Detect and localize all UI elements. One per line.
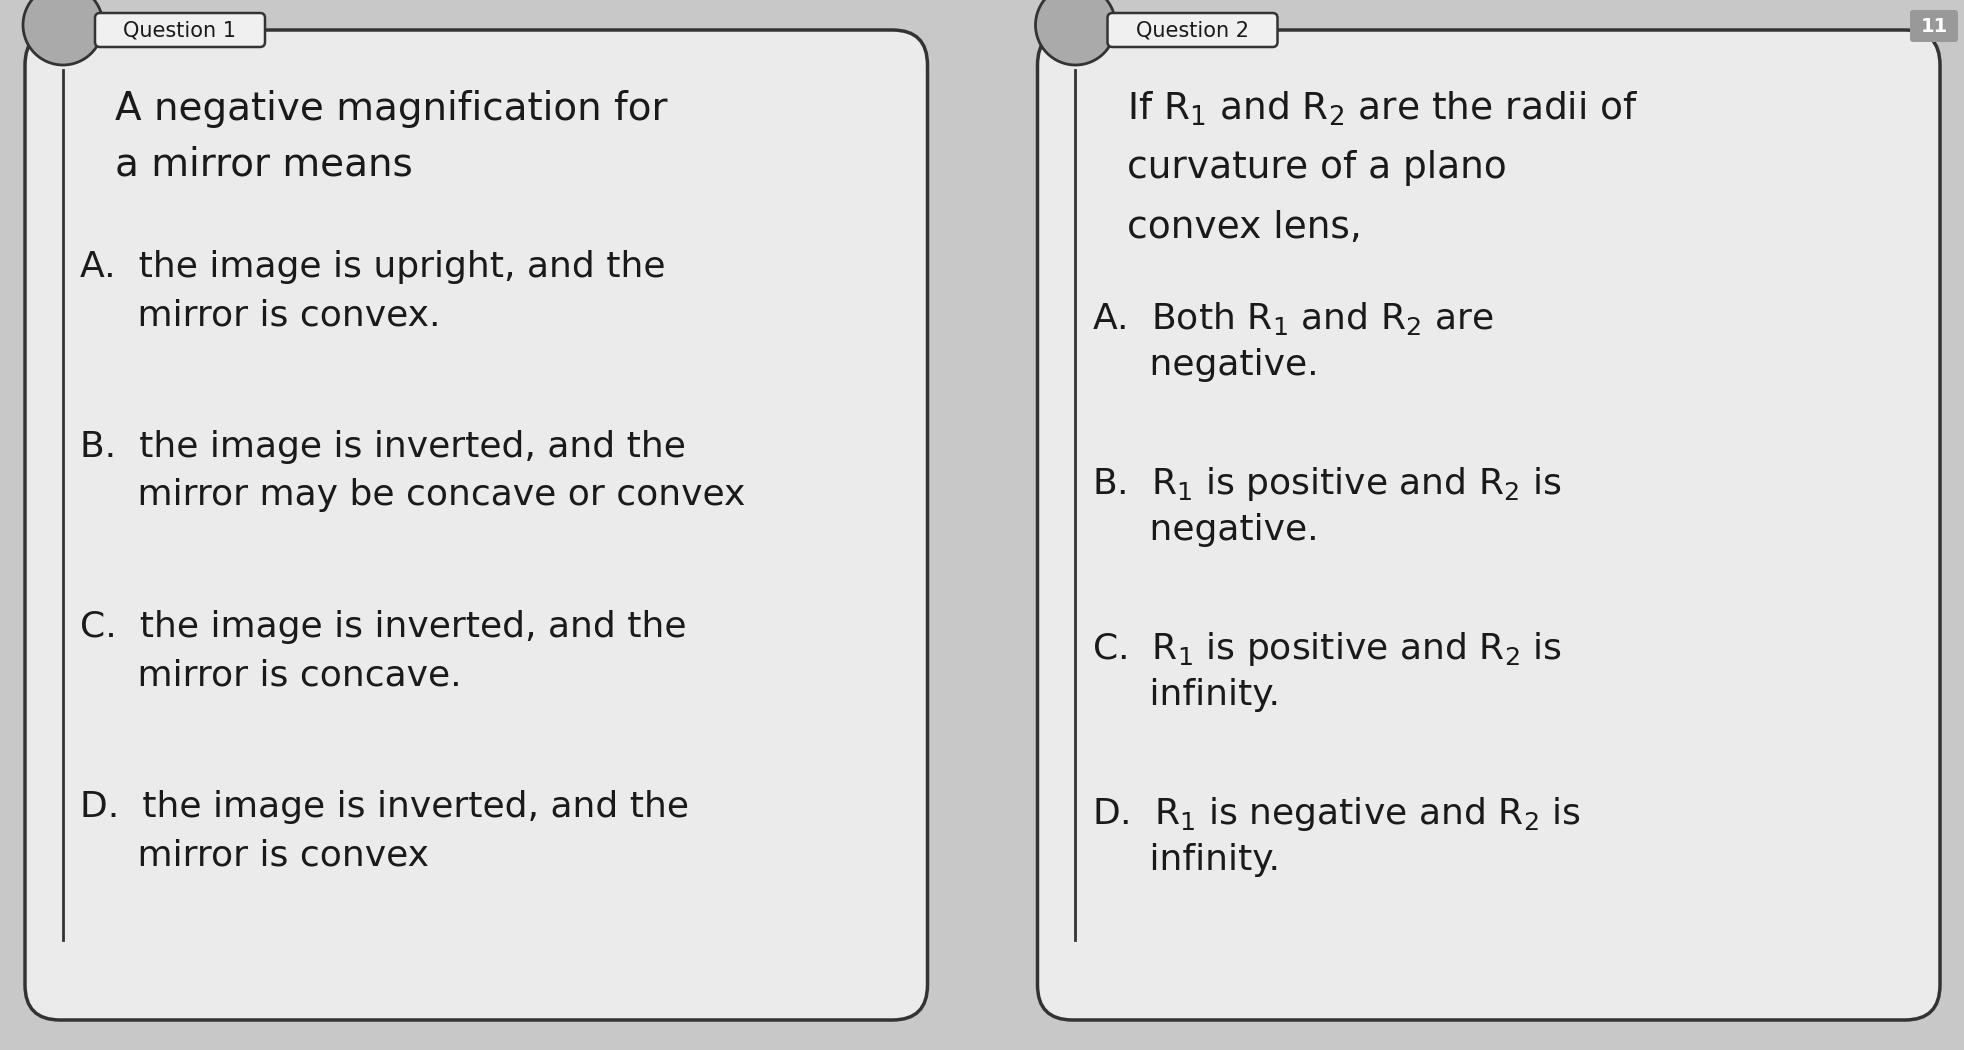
Text: Question 2: Question 2 (1135, 20, 1249, 40)
Text: mirror is convex: mirror is convex (81, 838, 428, 872)
Text: D.  $\mathregular{R_1}$ is negative and $\mathregular{R_2}$ is: D. $\mathregular{R_1}$ is negative and $… (1092, 795, 1581, 833)
Text: mirror may be concave or convex: mirror may be concave or convex (81, 478, 744, 512)
Text: Question 1: Question 1 (124, 20, 236, 40)
Text: A.  Both $\mathregular{R_1}$ and $\mathregular{R_2}$ are: A. Both $\mathregular{R_1}$ and $\mathre… (1092, 300, 1493, 337)
Circle shape (24, 0, 102, 65)
Text: B.  the image is inverted, and the: B. the image is inverted, and the (81, 430, 685, 464)
Text: convex lens,: convex lens, (1127, 210, 1361, 246)
Text: negative.: negative. (1092, 348, 1318, 382)
Text: B.  $\mathregular{R_1}$ is positive and $\mathregular{R_2}$ is: B. $\mathregular{R_1}$ is positive and $… (1092, 465, 1561, 503)
FancyBboxPatch shape (26, 30, 927, 1020)
Text: D.  the image is inverted, and the: D. the image is inverted, and the (81, 790, 689, 824)
Text: C.  the image is inverted, and the: C. the image is inverted, and the (81, 610, 685, 644)
Text: C.  $\mathregular{R_1}$ is positive and $\mathregular{R_2}$ is: C. $\mathregular{R_1}$ is positive and $… (1092, 630, 1561, 668)
FancyBboxPatch shape (94, 13, 265, 47)
FancyBboxPatch shape (1108, 13, 1277, 47)
FancyBboxPatch shape (1909, 10, 1956, 42)
Text: mirror is convex.: mirror is convex. (81, 298, 440, 332)
Circle shape (1035, 0, 1116, 65)
Text: negative.: negative. (1092, 513, 1318, 547)
Text: a mirror means: a mirror means (116, 145, 412, 183)
Text: A negative magnification for: A negative magnification for (116, 90, 668, 128)
Text: A.  the image is upright, and the: A. the image is upright, and the (81, 250, 666, 284)
Text: If $\mathregular{R_1}$ and $\mathregular{R_2}$ are the radii of: If $\mathregular{R_1}$ and $\mathregular… (1127, 90, 1638, 128)
Text: 11: 11 (1919, 17, 1946, 36)
Text: curvature of a plano: curvature of a plano (1127, 150, 1506, 186)
Text: infinity.: infinity. (1092, 843, 1281, 877)
Text: mirror is concave.: mirror is concave. (81, 658, 462, 692)
Text: infinity.: infinity. (1092, 678, 1281, 712)
FancyBboxPatch shape (1037, 30, 1938, 1020)
